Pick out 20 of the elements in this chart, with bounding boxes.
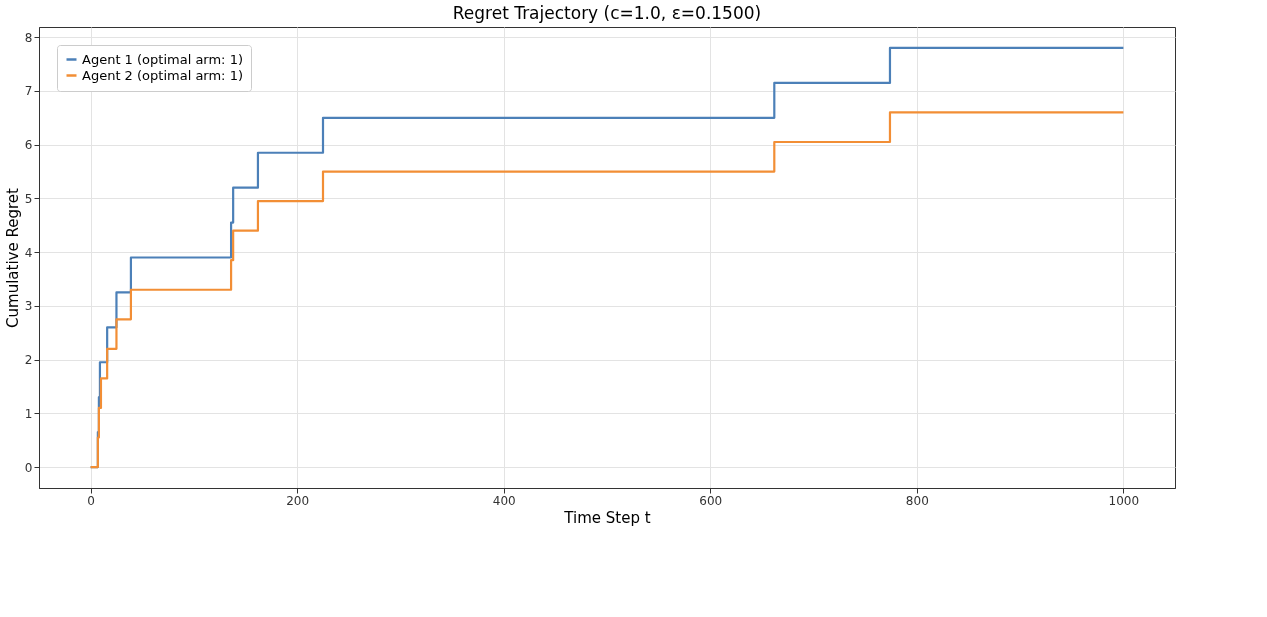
y-tick-label: 7 <box>24 84 33 99</box>
y-tick-label: 8 <box>24 30 33 45</box>
x-tick-label: 400 <box>492 493 516 508</box>
y-tick-label: 0 <box>24 460 33 475</box>
x-tick-label: 200 <box>286 493 310 508</box>
x-tick-label: 600 <box>699 493 723 508</box>
y-tick-label: 3 <box>24 299 33 314</box>
legend-label: Agent 1 (optimal arm: 1) <box>82 51 243 67</box>
x-tick-label: 0 <box>87 493 95 508</box>
y-tick-label: 1 <box>24 406 33 421</box>
x-axis-title: Time Step t <box>563 508 651 527</box>
x-tick-label: 800 <box>905 493 929 508</box>
y-tick-label: 5 <box>24 191 33 206</box>
y-tick-label: 2 <box>24 353 33 368</box>
y-tick-label: 6 <box>24 138 33 153</box>
y-tick-label: 4 <box>24 245 33 260</box>
y-axis-title: Cumulative Regret <box>3 187 22 328</box>
chart-title: Regret Trajectory (c=1.0, ε=0.1500) <box>452 3 762 23</box>
x-tick-label: 1000 <box>1108 493 1140 508</box>
legend-label: Agent 2 (optimal arm: 1) <box>82 67 243 83</box>
